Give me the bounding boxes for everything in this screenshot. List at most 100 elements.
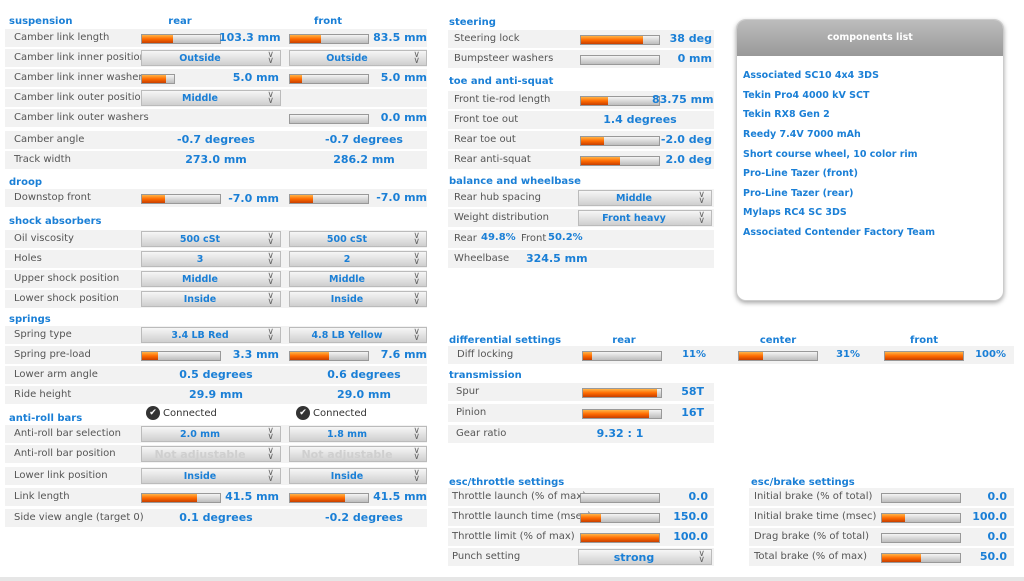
label: Weight distribution xyxy=(454,212,550,223)
label: Link length xyxy=(14,491,70,502)
rear-select[interactable]: 2.0 mm ∨ ∨ xyxy=(141,426,281,442)
value: 16T xyxy=(681,406,704,419)
front-slider[interactable] xyxy=(884,351,964,361)
row-ride-height: Ride height 29.9 mm 29.0 mm xyxy=(5,386,427,404)
front-select: Not adjustable ∨ ∨ xyxy=(289,446,427,462)
select[interactable]: Middle ∨ ∨ xyxy=(578,190,712,206)
select[interactable]: Front heavy ∨ ∨ xyxy=(578,210,712,226)
column-rear: rear xyxy=(612,335,636,346)
slider[interactable] xyxy=(580,136,660,146)
front-value: 29.0 mm xyxy=(337,388,391,401)
rear-slider[interactable] xyxy=(141,351,221,361)
rear-select[interactable]: Outside ∨ ∨ xyxy=(141,50,281,66)
rear-select[interactable]: Inside ∨ ∨ xyxy=(141,468,281,484)
front-select[interactable]: Middle ∨ ∨ xyxy=(289,271,427,287)
label: Holes xyxy=(14,253,42,264)
component-item[interactable]: Short course wheel, 10 color rim xyxy=(743,149,918,160)
label: Front toe out xyxy=(454,114,519,125)
slider[interactable] xyxy=(580,156,660,166)
row-front-toe-out: Front toe out 1.4 degrees xyxy=(448,111,714,129)
value: 50.0 xyxy=(979,550,1007,563)
slider[interactable] xyxy=(582,409,662,419)
section-esc-brake: esc/brake settings xyxy=(751,477,855,488)
rear-select[interactable]: Inside ∨ ∨ xyxy=(141,291,281,307)
rear-select[interactable]: 500 cSt ∨ ∨ xyxy=(141,231,281,247)
row-downstop-front: Downstop front -7.0 mm -7.0 mm xyxy=(5,189,427,207)
slider[interactable] xyxy=(580,96,660,106)
component-item[interactable]: Associated Contender Factory Team xyxy=(743,227,936,238)
row-diff-locking: Diff locking 11% 31% 100% xyxy=(448,346,1014,364)
front-slider[interactable] xyxy=(289,34,369,44)
label: Spur xyxy=(456,386,480,397)
front-select[interactable]: 2 ∨ ∨ xyxy=(289,251,427,267)
label: Track width xyxy=(14,154,71,165)
row-rear-hub-spacing: Rear hub spacing Middle ∨ ∨ xyxy=(448,189,714,207)
front-slider[interactable] xyxy=(289,194,369,204)
front-select[interactable]: 4.8 LB Yellow ∨ ∨ xyxy=(289,327,427,343)
front-value: 100% xyxy=(975,349,1006,360)
front-value: -0.7 degrees xyxy=(325,133,403,146)
slider[interactable] xyxy=(580,35,660,45)
select[interactable]: strong ∨ ∨ xyxy=(578,549,712,565)
center-slider[interactable] xyxy=(738,351,818,361)
slider[interactable] xyxy=(881,533,961,543)
component-item[interactable]: Associated SC10 4x4 3DS xyxy=(743,70,879,81)
value: 0.0 xyxy=(987,490,1008,503)
front-slider[interactable] xyxy=(289,74,369,84)
section-shock-absorbers: shock absorbers xyxy=(9,216,102,227)
rear-value: 103.3 mm xyxy=(219,31,281,44)
label: Initial brake (% of total) xyxy=(754,491,873,502)
component-item[interactable]: Mylaps RC4 SC 3DS xyxy=(743,207,847,218)
value: 38 deg xyxy=(669,32,712,45)
rear-slider[interactable] xyxy=(141,34,221,44)
chevron-down-icon: ∨ ∨ xyxy=(267,426,274,442)
component-item[interactable]: Pro-Line Tazer (front) xyxy=(743,168,858,179)
rear-select[interactable]: 3 ∨ ∨ xyxy=(141,251,281,267)
front-select[interactable]: Inside ∨ ∨ xyxy=(289,468,427,484)
component-item[interactable]: Tekin RX8 Gen 2 xyxy=(743,109,830,120)
components-panel: components list Associated SC10 4x4 3DS … xyxy=(736,19,1004,301)
value: 100.0 xyxy=(673,530,708,543)
bottom-border xyxy=(0,577,1024,581)
front-slider[interactable] xyxy=(289,493,369,503)
label: Anti-roll bar selection xyxy=(14,428,121,439)
slider[interactable] xyxy=(580,493,660,503)
component-item[interactable]: Reedy 7.4V 7000 mAh xyxy=(743,129,861,140)
rear-slider[interactable] xyxy=(141,493,221,503)
front-select[interactable]: Outside ∨ ∨ xyxy=(289,50,427,66)
front-slider[interactable] xyxy=(289,114,369,124)
front-slider[interactable] xyxy=(289,351,369,361)
check-icon[interactable]: ✔ xyxy=(296,406,310,420)
row-weight-distribution: Weight distribution Front heavy ∨ ∨ xyxy=(448,209,714,227)
slider[interactable] xyxy=(580,513,660,523)
slider[interactable] xyxy=(881,493,961,503)
slider[interactable] xyxy=(881,553,961,563)
front-connected-label: Connected xyxy=(313,408,367,419)
label: Steering lock xyxy=(454,33,520,44)
label: Camber link outer washers xyxy=(14,112,149,123)
row-track-width: Track width 273.0 mm 286.2 mm xyxy=(5,151,427,169)
row-throttle-launch-time: Throttle launch time (msec) 150.0 xyxy=(448,508,714,526)
check-icon[interactable]: ✔ xyxy=(146,406,160,420)
front-weight: 50.2% xyxy=(548,232,583,243)
rear-slider[interactable] xyxy=(141,194,221,204)
slider[interactable] xyxy=(582,388,662,398)
component-item[interactable]: Tekin Pro4 4000 kV SCT xyxy=(743,90,870,101)
front-select[interactable]: Inside ∨ ∨ xyxy=(289,291,427,307)
rear-select[interactable]: 3.4 LB Red ∨ ∨ xyxy=(141,327,281,343)
label: Upper shock position xyxy=(14,273,120,284)
slider[interactable] xyxy=(881,513,961,523)
label: Camber link length xyxy=(14,32,110,43)
rear-slider[interactable] xyxy=(582,351,662,361)
front-select[interactable]: 500 cSt ∨ ∨ xyxy=(289,231,427,247)
rear-slider[interactable] xyxy=(141,74,175,84)
rear-value: 3.3 mm xyxy=(232,348,279,361)
component-item[interactable]: Pro-Line Tazer (rear) xyxy=(743,188,854,199)
rear-select[interactable]: Middle ∨ ∨ xyxy=(141,271,281,287)
front-value: 41.5 mm xyxy=(373,490,427,503)
front-select[interactable]: 1.8 mm ∨ ∨ xyxy=(289,426,427,442)
slider[interactable] xyxy=(580,533,660,543)
rear-select[interactable]: Middle ∨ ∨ xyxy=(141,90,281,106)
chevron-down-icon: ∨ ∨ xyxy=(698,549,705,565)
slider[interactable] xyxy=(580,55,660,65)
